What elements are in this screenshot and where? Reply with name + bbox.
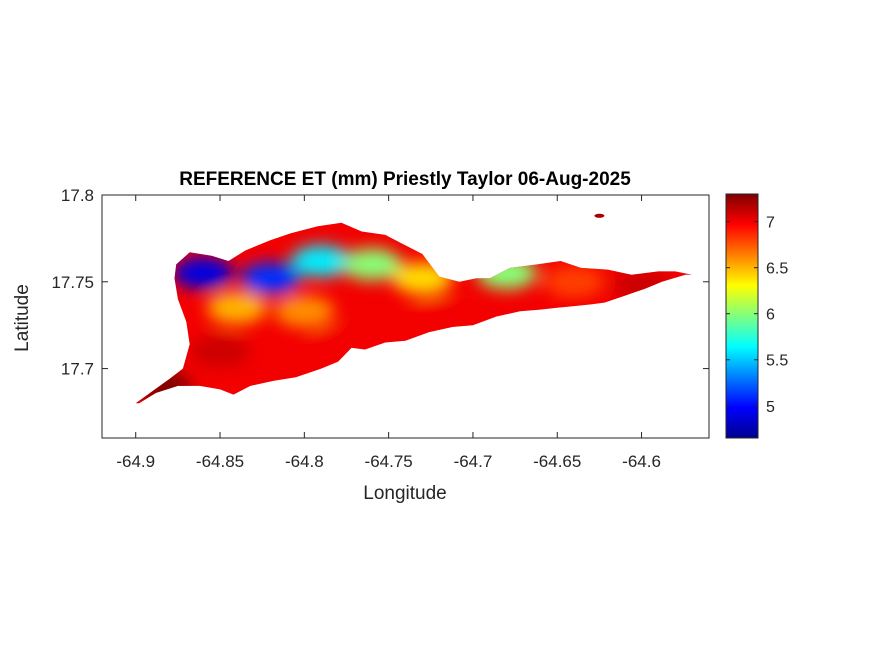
et-value-cell — [274, 295, 335, 328]
et-value-cell — [291, 245, 352, 277]
y-axis-label: Latitude — [12, 284, 33, 352]
colorbar-tick-label: 6 — [766, 307, 775, 324]
colorbar-tick-label: 5.5 — [766, 353, 788, 370]
x-tick-label: -64.8 — [285, 452, 324, 471]
x-tick-label: -64.7 — [454, 452, 493, 471]
y-tick-label: 17.75 — [51, 273, 94, 292]
y-tick-label: 17.8 — [61, 186, 94, 205]
et-value-cell — [341, 248, 402, 281]
x-tick-label: -64.65 — [533, 452, 581, 471]
x-tick-label: -64.75 — [365, 452, 413, 471]
et-value-cell — [544, 265, 605, 298]
x-tick-label: -64.85 — [196, 452, 244, 471]
et-value-cell — [206, 291, 267, 324]
x-tick-label: -64.6 — [622, 452, 661, 471]
x-axis: -64.9 -64.85 -64.8 -64.75 -64.7 -64.65 -64.6 — [116, 195, 661, 471]
y-tick-label: 17.7 — [61, 360, 94, 379]
x-axis-label: Longitude — [363, 483, 446, 504]
colorbar-tick-label: 6.5 — [766, 261, 788, 278]
colorbar-tick-label: 5 — [766, 399, 775, 416]
et-value-cell — [240, 262, 301, 295]
y-axis: 17.7 17.75 17.8 — [51, 186, 709, 379]
et-value-cell — [173, 257, 234, 290]
et-value-cell — [190, 335, 250, 368]
colorbar-gradient — [725, 193, 759, 439]
colorbar: 5 5.5 6 6.5 7 — [725, 193, 788, 439]
et-value-cell — [409, 300, 470, 333]
x-tick-label: -64.9 — [116, 452, 155, 471]
colorbar-tick-label: 7 — [766, 215, 775, 232]
plot-title: REFERENCE ET (mm) Priestly Taylor 06-Aug… — [179, 169, 631, 190]
islet-mark — [594, 213, 605, 218]
